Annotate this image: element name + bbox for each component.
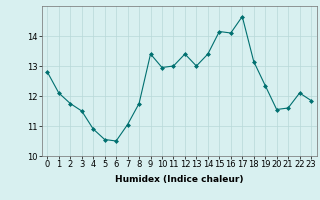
X-axis label: Humidex (Indice chaleur): Humidex (Indice chaleur) <box>115 175 244 184</box>
